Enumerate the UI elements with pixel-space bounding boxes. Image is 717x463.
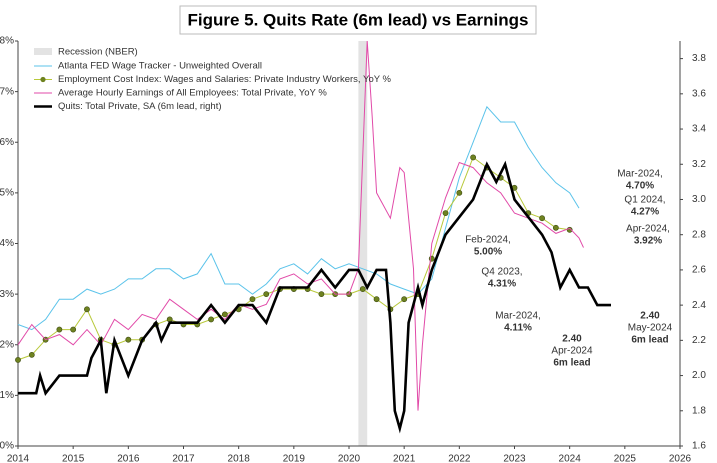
series-marker xyxy=(56,326,63,333)
annotation: Mar-2024, xyxy=(617,169,663,180)
series-marker xyxy=(456,189,463,196)
series-marker xyxy=(359,286,366,292)
chart-title: Figure 5. Quits Rate (6m lead) vs Earnin… xyxy=(187,10,528,29)
x-tick-label: 2016 xyxy=(117,454,140,463)
x-tick-label: 2026 xyxy=(669,454,692,463)
annotation: Mar-2024, xyxy=(495,311,541,322)
annotation: Q4 2023, xyxy=(481,267,522,278)
series-marker xyxy=(249,296,256,303)
x-tick-label: 2021 xyxy=(393,454,416,463)
y-tick-label: 5% xyxy=(0,188,14,199)
legend-swatch xyxy=(34,48,52,55)
series-marker xyxy=(166,316,173,323)
series-marker xyxy=(125,336,132,343)
y2-tick-label: 2.0 xyxy=(692,370,706,381)
series-marker xyxy=(552,224,559,231)
x-tick-label: 2018 xyxy=(228,454,251,463)
x-tick-label: 2019 xyxy=(283,454,306,463)
annotation: 4.27% xyxy=(631,207,659,218)
y2-tick-label: 3.2 xyxy=(692,159,706,170)
series-marker xyxy=(470,154,477,161)
series-marker xyxy=(84,306,90,313)
title-box xyxy=(179,5,537,35)
recession-band xyxy=(358,41,368,446)
y-tick-label: 7% xyxy=(0,86,14,97)
y2-tick-label: 1.6 xyxy=(692,441,706,452)
y-tick-label: 1% xyxy=(0,390,14,401)
legend-marker xyxy=(40,76,46,83)
x-tick-label: 2025 xyxy=(614,454,637,463)
series-line xyxy=(18,160,611,434)
y2-tick-label: 3.0 xyxy=(692,194,706,205)
legend-label: Quits: Total Private, SA (6m lead, right… xyxy=(58,101,222,112)
y2-tick-label: 2.2 xyxy=(692,335,706,346)
series-line xyxy=(17,40,584,411)
series-marker xyxy=(263,291,270,298)
x-tick-label: 2020 xyxy=(338,454,361,463)
legend-box xyxy=(28,45,328,121)
annotation: 3.92% xyxy=(634,236,662,247)
legend-label: Atlanta FED Wage Tracker - Unweighted Ov… xyxy=(58,61,262,72)
y-tick-label: 3% xyxy=(0,289,14,300)
series-line xyxy=(17,105,580,331)
series-marker xyxy=(318,291,325,298)
annotation: Apr-2024 xyxy=(551,346,593,357)
y-tick-label: 6% xyxy=(0,137,14,148)
annotation: Q1 2024, xyxy=(624,195,665,206)
series-marker xyxy=(15,357,21,363)
y2-tick-label: 2.8 xyxy=(692,229,706,240)
y2-tick-label: 2.6 xyxy=(692,265,706,276)
legend-label: Recession (NBER) xyxy=(58,47,138,58)
series-marker xyxy=(208,316,214,323)
x-tick-label: 2022 xyxy=(448,454,471,463)
series-marker xyxy=(373,296,380,303)
annotation: 5.00% xyxy=(474,247,502,258)
annotation: Apr-2024, xyxy=(626,224,670,235)
legend-label: Employment Cost Index: Wages and Salarie… xyxy=(58,74,392,85)
x-tick-label: 2024 xyxy=(559,454,582,463)
y2-tick-label: 1.8 xyxy=(692,405,706,416)
series-marker xyxy=(28,351,35,358)
y-tick-label: 2% xyxy=(0,339,14,350)
annotation: May-2024 xyxy=(628,323,673,334)
series-marker xyxy=(401,296,408,303)
y2-tick-label: 2.4 xyxy=(692,300,706,311)
x-tick-label: 2015 xyxy=(62,454,85,463)
series-marker xyxy=(221,311,228,318)
annotation: 2.40 xyxy=(562,334,582,345)
legend: Recession (NBER) Atlanta FED Wage Tracker… xyxy=(28,45,392,121)
annotation: 6m lead xyxy=(553,358,590,369)
x-tick-label: 2017 xyxy=(172,454,195,463)
series-line xyxy=(17,156,570,361)
x-tick-label: 2023 xyxy=(503,454,526,463)
series-marker xyxy=(442,210,449,217)
series-marker xyxy=(539,215,545,222)
y2-tick-label: 3.6 xyxy=(692,88,706,99)
x-tick-label: 2014 xyxy=(7,454,30,463)
annotation: 4.70% xyxy=(626,181,654,192)
legend-label: Average Hourly Earnings of All Employees… xyxy=(58,88,327,99)
y2-tick-label: 3.4 xyxy=(692,124,706,135)
annotation: 4.11% xyxy=(504,323,532,334)
y-tick-label: 8% xyxy=(0,36,14,47)
annotation: 6m lead xyxy=(631,335,668,346)
y-tick-label: 0% xyxy=(0,441,14,452)
y-tick-label: 4% xyxy=(0,238,14,249)
annotation: 2.40 xyxy=(640,311,660,322)
series-marker xyxy=(70,326,77,333)
y2-tick-label: 3.8 xyxy=(692,53,706,64)
annotation: Feb-2024, xyxy=(465,235,511,246)
annotation: 4.31% xyxy=(488,279,516,290)
